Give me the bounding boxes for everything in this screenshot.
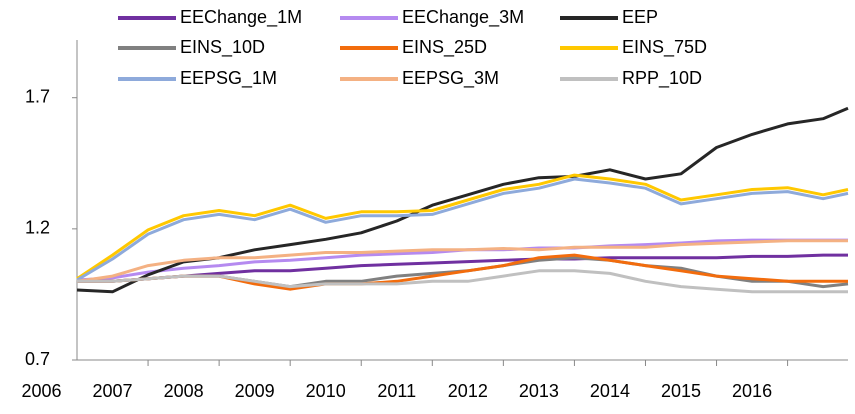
x-tick-label: 2012 (448, 381, 488, 401)
legend-label: EEPSG_1M (180, 68, 277, 89)
x-tick-label: 2014 (590, 381, 630, 401)
legend-label: EEPSG_3M (402, 68, 499, 89)
y-tick-label: 1.2 (25, 218, 50, 238)
series-line (76, 106, 849, 294)
x-tick-label: 2013 (519, 381, 559, 401)
x-tick-label: 2016 (732, 381, 772, 401)
x-tick-label: 2009 (235, 381, 275, 401)
x-tick-label: 2015 (661, 381, 701, 401)
series-line (76, 173, 849, 280)
legend-label: EEP (622, 7, 658, 27)
legend-label: EINS_75D (622, 37, 707, 58)
legend-label: EINS_10D (180, 37, 265, 58)
y-tick-label: 0.7 (25, 349, 50, 369)
series-line (77, 269, 848, 294)
legend-label: EEChange_1M (180, 7, 302, 28)
y-tick-label: 1.7 (25, 86, 50, 106)
legend-label: RPP_10D (622, 68, 702, 89)
legend-label: EEChange_3M (402, 7, 524, 28)
x-tick-label: 2006 (21, 381, 61, 401)
x-tick-label: 2010 (306, 381, 346, 401)
x-tick-label: 2007 (93, 381, 133, 401)
legend-label: EINS_25D (402, 37, 487, 58)
series-line (77, 253, 848, 283)
series-line (76, 177, 849, 282)
x-tick-label: 2008 (164, 381, 204, 401)
x-tick-label: 2011 (377, 381, 416, 401)
series-line (76, 239, 848, 283)
